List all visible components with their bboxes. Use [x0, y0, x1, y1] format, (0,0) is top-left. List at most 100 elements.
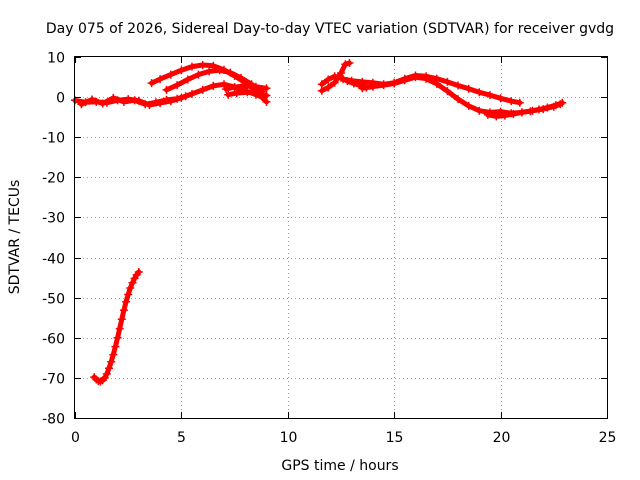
- data-point: [226, 68, 235, 77]
- series-track-7: [224, 88, 271, 100]
- y-tick-label: -10: [42, 131, 65, 147]
- data-point: [188, 89, 196, 98]
- data-point: [492, 112, 501, 121]
- data-point: [330, 78, 339, 87]
- y-tick-label: -30: [42, 211, 65, 227]
- data-point: [156, 75, 165, 84]
- series-track-6: [222, 81, 271, 94]
- data-point: [500, 111, 509, 120]
- chart-title: Day 075 of 2026, Sidereal Day-to-day VTE…: [46, 21, 614, 37]
- data-point: [347, 76, 356, 85]
- data-point: [124, 290, 133, 299]
- data-point: [177, 66, 186, 75]
- data-point: [230, 83, 239, 92]
- x-tick-label: 5: [177, 430, 186, 446]
- data-point: [262, 91, 271, 100]
- data-point: [422, 74, 431, 83]
- x-tick-label: 15: [386, 430, 404, 446]
- x-axis-label: GPS time / hours: [281, 458, 398, 474]
- x-tick-label: 25: [599, 430, 617, 446]
- data-point: [454, 81, 462, 90]
- data-point: [254, 89, 262, 98]
- data-point: [147, 79, 156, 88]
- series-line: [164, 67, 265, 94]
- series-track-1: [90, 268, 143, 386]
- data-point: [105, 364, 113, 373]
- data-point: [464, 101, 473, 110]
- y-tick-label: -40: [42, 252, 65, 268]
- data-point: [130, 96, 139, 105]
- series-track-9: [317, 59, 354, 95]
- data-point: [109, 350, 118, 359]
- data-point: [109, 93, 118, 102]
- data-point: [509, 110, 518, 118]
- data-point: [209, 81, 218, 90]
- data-point: [379, 81, 388, 90]
- data-point: [324, 75, 333, 84]
- data-point: [464, 84, 473, 93]
- data-point: [262, 84, 271, 93]
- y-axis-label: SDTVAR / TECUs: [7, 180, 23, 295]
- data-point: [205, 67, 214, 76]
- data-point: [181, 92, 190, 101]
- data-point: [77, 100, 86, 109]
- data-point: [162, 95, 171, 104]
- data-point: [339, 75, 348, 84]
- data-point: [162, 85, 171, 94]
- data-point: [443, 87, 452, 96]
- data-point: [411, 73, 420, 82]
- data-point: [198, 61, 207, 69]
- data-point: [515, 98, 524, 107]
- data-point: [534, 105, 543, 114]
- series-track-12: [483, 98, 567, 121]
- data-point: [443, 77, 452, 86]
- data-point: [88, 95, 96, 104]
- data-point: [102, 369, 111, 378]
- data-point: [337, 69, 345, 77]
- data-point: [543, 103, 552, 112]
- data-point: [475, 88, 484, 97]
- data-point: [496, 94, 505, 103]
- data-point: [324, 83, 333, 92]
- data-point: [117, 315, 126, 324]
- data-point: [551, 101, 560, 110]
- y-tick-label: 0: [56, 91, 65, 107]
- data-point: [115, 324, 124, 333]
- data-point: [111, 342, 120, 351]
- series-track-5: [162, 66, 267, 96]
- data-point: [432, 79, 441, 88]
- data-point: [558, 98, 567, 107]
- data-point: [166, 70, 175, 79]
- data-point: [173, 81, 182, 90]
- data-point: [507, 97, 516, 106]
- y-tick-label: -20: [42, 171, 65, 187]
- data-point: [475, 106, 484, 115]
- data-point: [526, 107, 535, 116]
- data-point: [454, 95, 462, 104]
- data-point: [122, 297, 131, 306]
- data-point: [128, 278, 137, 287]
- axes-ticks: 0 5 10 15 20 25 -80 -70 -60 -50 -40 -30 -20 -10 0 10: [42, 51, 616, 447]
- data-point: [243, 88, 252, 97]
- data-point: [113, 333, 122, 342]
- data-point: [341, 60, 350, 69]
- data-point: [358, 84, 367, 93]
- data-point: [126, 284, 135, 292]
- series-line: [485, 100, 565, 119]
- data-point: [188, 62, 196, 71]
- plot-frame: [74, 56, 608, 419]
- data-point: [390, 79, 399, 88]
- y-tick-label: -60: [42, 332, 65, 348]
- data-point: [251, 82, 260, 91]
- data-series: [71, 59, 567, 386]
- data-point: [222, 85, 231, 94]
- data-point: [119, 97, 128, 106]
- data-point: [194, 70, 203, 79]
- data-point: [345, 59, 354, 67]
- data-point: [400, 76, 409, 85]
- data-point: [198, 85, 207, 94]
- data-point: [241, 81, 250, 90]
- y-tick-label: -70: [42, 372, 65, 388]
- data-point: [237, 73, 245, 82]
